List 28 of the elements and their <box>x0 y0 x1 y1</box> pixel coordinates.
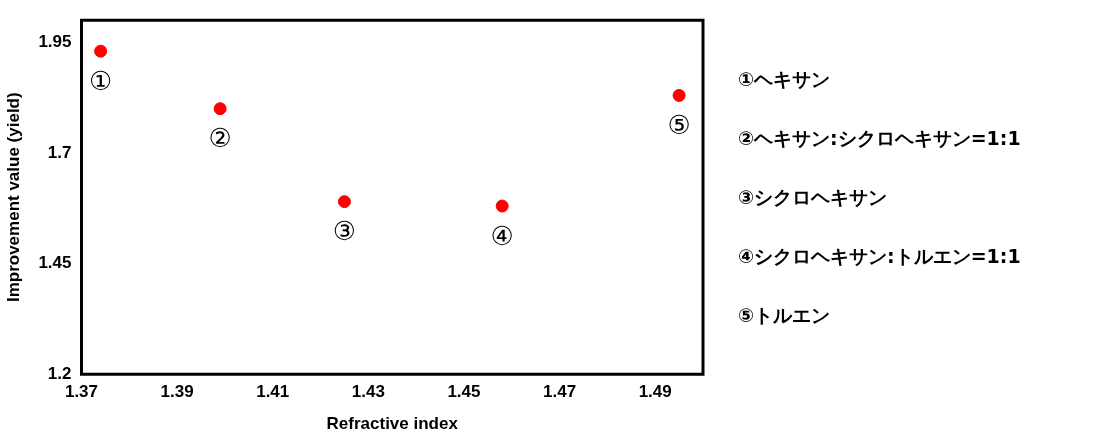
x-tick-label: 1.37 <box>64 382 99 402</box>
point <box>337 195 351 209</box>
annotation: ③ <box>332 216 357 247</box>
y-tick-label: 1.2 <box>47 363 72 383</box>
x-tick-label: 1.39 <box>160 382 194 402</box>
x-tick-label: 1.49 <box>638 382 672 402</box>
text: ②ヘキサン:シクロヘキサン=1:1 <box>738 126 1021 151</box>
text: ④シクロヘキサン:トルエン=1:1 <box>738 244 1021 269</box>
point <box>495 199 509 213</box>
x-tick-label: 1.41 <box>256 382 290 402</box>
point <box>672 88 686 102</box>
point <box>213 102 227 116</box>
text: ③シクロヘキサン <box>738 185 889 210</box>
annotation: ⑤ <box>667 110 691 141</box>
x-axis-title: Refractive index <box>326 414 459 434</box>
annotation: ① <box>88 65 113 96</box>
x-tick-label: 1.45 <box>447 382 481 402</box>
y-tick-label: 1.45 <box>38 253 72 273</box>
point <box>94 44 108 58</box>
x-tick-label: 1.43 <box>351 382 385 402</box>
y-tick-label: 1.7 <box>47 142 72 162</box>
y-tick-label: 1.95 <box>38 32 72 52</box>
x-tick-label: 1.47 <box>543 382 577 402</box>
y-axis-title: Improvement value (yield) <box>3 92 23 303</box>
text: ⑤トルエン <box>738 303 832 328</box>
text: ①ヘキサン <box>738 67 832 92</box>
annotation: ② <box>208 123 232 154</box>
annotation: ④ <box>490 220 514 251</box>
